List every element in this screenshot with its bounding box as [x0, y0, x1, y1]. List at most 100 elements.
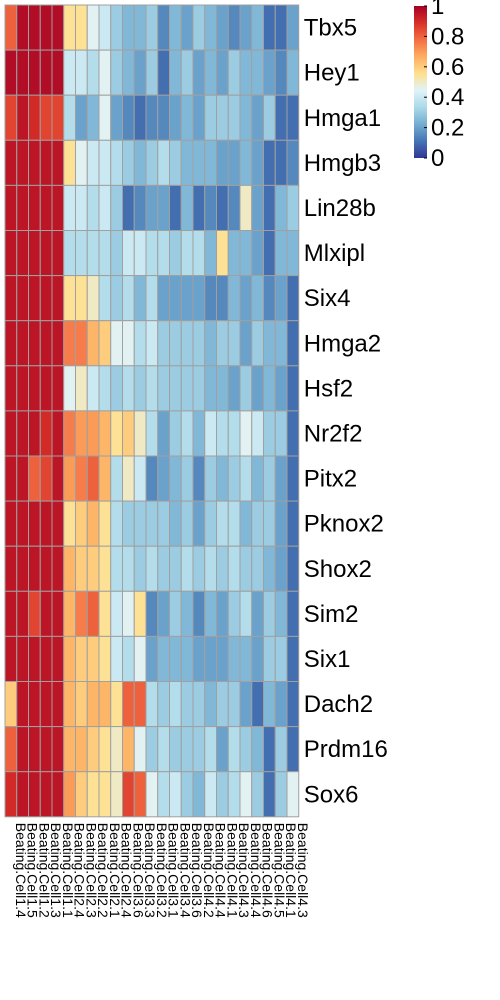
heatmap-cell — [39, 455, 53, 502]
heatmap-cell — [239, 94, 253, 141]
heatmap-cell — [274, 500, 288, 547]
heatmap-cell — [86, 455, 100, 502]
heatmap-cell — [157, 410, 170, 457]
heatmap-cell — [63, 410, 76, 457]
heatmap-cell — [145, 365, 159, 412]
heatmap-cell — [157, 771, 170, 818]
heatmap-cell — [16, 230, 29, 277]
heatmap-cell — [180, 635, 194, 683]
heatmap-cell — [180, 410, 194, 457]
heatmap-cell — [239, 726, 253, 773]
heatmap-cell — [28, 139, 41, 186]
heatmap-cell — [145, 455, 159, 502]
heatmap-cell — [263, 590, 276, 637]
heatmap-cell — [227, 771, 241, 818]
heatmap-cell — [192, 184, 206, 231]
heatmap-cell — [28, 455, 41, 502]
heatmap-cell — [216, 500, 229, 547]
heatmap-cell — [239, 635, 253, 683]
heatmap-cell — [180, 230, 194, 277]
heatmap-cell — [180, 681, 194, 728]
heatmap-cell — [251, 500, 264, 547]
heatmap-cell — [39, 230, 53, 277]
column-label: Beating.Cell3.1 — [166, 823, 182, 918]
heatmap-cell — [133, 500, 147, 547]
heatmap-cell — [110, 545, 123, 592]
heatmap-cell — [133, 275, 147, 322]
heatmap-cell — [51, 410, 65, 457]
heatmap-cell — [216, 139, 229, 186]
heatmap-cell — [216, 184, 229, 231]
heatmap-cell — [227, 230, 241, 277]
heatmap-cell — [157, 230, 170, 277]
heatmap-cell — [98, 455, 112, 502]
heatmap-cell — [110, 635, 123, 683]
heatmap-cell — [86, 230, 100, 277]
legend-color-bar — [414, 6, 427, 158]
heatmap-cell — [251, 139, 264, 186]
heatmap-cell — [122, 320, 135, 367]
heatmap-cell — [75, 275, 88, 322]
heatmap-cell — [263, 681, 276, 728]
heatmap-cell — [4, 139, 18, 186]
heatmap-cell — [98, 230, 112, 277]
legend-tick-label: 0.4 — [431, 84, 464, 111]
heatmap-cells — [4, 4, 300, 818]
heatmap-cell — [122, 681, 135, 728]
heatmap-cell — [204, 726, 217, 773]
heatmap-cell — [169, 184, 182, 231]
heatmap-cell — [28, 726, 41, 773]
heatmap-cell — [75, 771, 88, 818]
heatmap-cell — [75, 681, 88, 728]
heatmap-cell — [180, 365, 194, 412]
heatmap-cell — [122, 184, 135, 231]
row-labels: Tbx5 Hey1 Hmga1 Hmgb3 Lin28b Mlxipl Six4 Hmga2 H… — [304, 15, 388, 809]
heatmap-cell — [192, 726, 206, 773]
heatmap-cell — [145, 49, 159, 96]
heatmap-cell — [4, 726, 18, 773]
heatmap-cell — [98, 726, 112, 773]
heatmap-cell — [192, 771, 206, 818]
heatmap-cell — [122, 230, 135, 277]
heatmap-cell — [145, 726, 159, 773]
heatmap-cell — [239, 4, 253, 51]
heatmap-cell — [16, 455, 29, 502]
heatmap-cell — [28, 590, 41, 637]
heatmap-cell — [51, 94, 65, 141]
heatmap-cell — [98, 500, 112, 547]
heatmap-cell — [239, 365, 253, 412]
heatmap-cell — [274, 230, 288, 277]
heatmap-cell — [133, 320, 147, 367]
heatmap-cell — [110, 4, 123, 51]
heatmap-cell — [63, 500, 76, 547]
heatmap-cell — [63, 635, 76, 683]
heatmap-cell — [204, 590, 217, 637]
heatmap-cell — [4, 94, 18, 141]
heatmap-cell — [51, 635, 65, 683]
heatmap-cell — [75, 320, 88, 367]
heatmap-cell — [39, 635, 53, 683]
row-label: Sox6 — [304, 781, 359, 808]
heatmap-cell — [227, 545, 241, 592]
heatmap-cell — [133, 771, 147, 818]
heatmap-cell — [16, 726, 29, 773]
heatmap-cell — [122, 500, 135, 547]
heatmap-cell — [204, 771, 217, 818]
heatmap-cell — [157, 4, 170, 51]
heatmap-cell — [16, 635, 29, 683]
heatmap-cell — [169, 681, 182, 728]
heatmap-cell — [216, 94, 229, 141]
heatmap-cell — [227, 49, 241, 96]
heatmap-cell — [157, 139, 170, 186]
heatmap-cell — [169, 455, 182, 502]
heatmap-cell — [4, 365, 18, 412]
heatmap-cell — [4, 455, 18, 502]
heatmap-cell — [28, 365, 41, 412]
heatmap-cell — [204, 139, 217, 186]
heatmap-cell — [110, 681, 123, 728]
heatmap-cell — [75, 4, 88, 51]
heatmap-cell — [192, 681, 206, 728]
heatmap-cell — [16, 681, 29, 728]
row-label: Hmgb3 — [304, 150, 381, 177]
heatmap-cell — [251, 726, 264, 773]
